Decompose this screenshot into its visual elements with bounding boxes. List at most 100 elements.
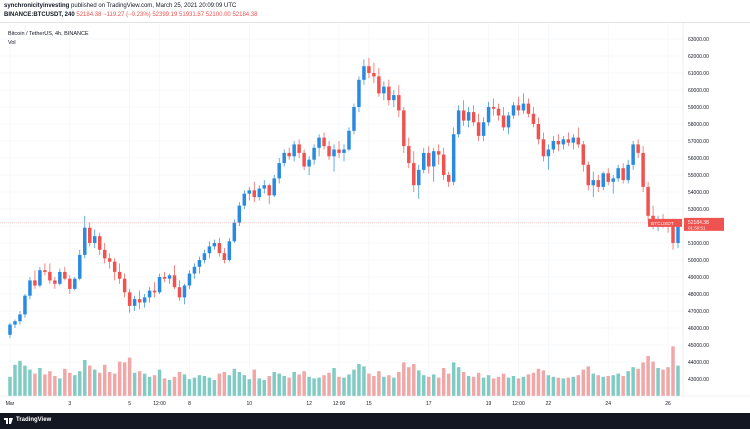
- candle-body[interactable]: [506, 115, 511, 128]
- candle-body[interactable]: [222, 253, 227, 260]
- candle-body[interactable]: [137, 299, 142, 303]
- candle-body[interactable]: [13, 321, 17, 325]
- candle-body[interactable]: [287, 152, 291, 157]
- candle-body[interactable]: [451, 134, 456, 182]
- candle-body[interactable]: [646, 186, 650, 216]
- candle-body[interactable]: [546, 149, 551, 157]
- candle-body[interactable]: [521, 103, 526, 111]
- candle-body[interactable]: [571, 137, 576, 143]
- candle-body[interactable]: [247, 190, 252, 194]
- candle-body[interactable]: [127, 292, 132, 306]
- price-chart[interactable]: 43000.00 44000.00 45000.00 46000.00 47000.00…: [0, 22, 750, 413]
- candle-body[interactable]: [471, 112, 476, 123]
- candle-body[interactable]: [307, 159, 311, 167]
- candle-body[interactable]: [252, 190, 257, 198]
- candle-body[interactable]: [377, 76, 381, 94]
- candle-body[interactable]: [352, 107, 356, 131]
- candle-body[interactable]: [586, 164, 591, 186]
- candle-body[interactable]: [207, 246, 212, 254]
- candle-body[interactable]: [192, 266, 197, 274]
- candle-body[interactable]: [282, 152, 286, 164]
- candle-body[interactable]: [427, 152, 431, 167]
- candle-body[interactable]: [262, 185, 266, 189]
- candle-body[interactable]: [342, 149, 346, 153]
- candle-body[interactable]: [112, 261, 117, 272]
- candle-body[interactable]: [23, 295, 27, 315]
- candle-body[interactable]: [97, 236, 102, 250]
- candle-body[interactable]: [257, 188, 261, 198]
- candle-body[interactable]: [88, 227, 92, 243]
- candle-body[interactable]: [122, 278, 127, 293]
- candle-body[interactable]: [441, 154, 446, 175]
- candle-body[interactable]: [596, 180, 600, 187]
- candle-body[interactable]: [456, 110, 461, 135]
- candle-body[interactable]: [417, 169, 421, 186]
- candle-body[interactable]: [157, 277, 162, 293]
- candle-body[interactable]: [18, 314, 22, 322]
- candle-body[interactable]: [412, 163, 416, 186]
- candle-body[interactable]: [33, 280, 37, 286]
- candle-body[interactable]: [202, 253, 207, 260]
- candle-body[interactable]: [382, 86, 386, 94]
- candle-body[interactable]: [481, 122, 486, 136]
- candle-body[interactable]: [636, 144, 640, 153]
- candle-body[interactable]: [476, 122, 481, 136]
- candle-body[interactable]: [591, 180, 595, 186]
- candle-body[interactable]: [511, 105, 516, 116]
- candle-body[interactable]: [566, 139, 571, 143]
- candle-body[interactable]: [312, 147, 316, 160]
- candle-body[interactable]: [531, 113, 536, 124]
- candle-body[interactable]: [292, 144, 296, 157]
- candle-body[interactable]: [38, 270, 42, 286]
- candle-body[interactable]: [407, 146, 411, 164]
- candle-body[interactable]: [297, 144, 301, 153]
- candle-body[interactable]: [227, 241, 232, 260]
- candle-body[interactable]: [347, 130, 351, 150]
- candle-body[interactable]: [606, 173, 610, 182]
- candle-body[interactable]: [147, 290, 152, 298]
- candle-body[interactable]: [676, 222, 680, 243]
- candle-body[interactable]: [322, 137, 326, 147]
- candle-body[interactable]: [327, 146, 331, 157]
- candle-body[interactable]: [28, 280, 32, 296]
- candle-body[interactable]: [626, 164, 630, 181]
- candle-body[interactable]: [516, 105, 521, 111]
- candle-body[interactable]: [466, 112, 471, 121]
- candle-body[interactable]: [8, 324, 12, 335]
- candle-body[interactable]: [436, 151, 441, 155]
- candle-body[interactable]: [242, 193, 247, 206]
- candle-body[interactable]: [332, 149, 336, 157]
- candle-body[interactable]: [58, 271, 62, 284]
- candle-body[interactable]: [372, 73, 376, 77]
- candle-body[interactable]: [237, 205, 242, 223]
- tradingview-logo-icon[interactable]: [4, 417, 13, 425]
- candle-body[interactable]: [232, 222, 237, 242]
- candle-body[interactable]: [53, 280, 57, 284]
- candle-body[interactable]: [217, 243, 222, 254]
- candle-body[interactable]: [68, 278, 72, 289]
- candle-body[interactable]: [367, 66, 371, 73]
- candle-body[interactable]: [536, 124, 541, 140]
- candle-body[interactable]: [431, 151, 436, 167]
- candle-body[interactable]: [581, 144, 586, 165]
- candle-body[interactable]: [172, 275, 177, 288]
- candle-body[interactable]: [83, 227, 87, 255]
- candle-body[interactable]: [212, 243, 217, 247]
- candle-body[interactable]: [117, 271, 122, 279]
- candle-body[interactable]: [357, 79, 361, 107]
- author-name[interactable]: synchronicityinvesting: [4, 3, 70, 9]
- candle-body[interactable]: [73, 278, 77, 289]
- candle-body[interactable]: [496, 108, 501, 116]
- candle-body[interactable]: [556, 141, 561, 145]
- candle-body[interactable]: [392, 95, 396, 101]
- candle-body[interactable]: [641, 152, 645, 187]
- candle-body[interactable]: [491, 107, 496, 109]
- footer-brand[interactable]: TradingView: [16, 417, 52, 423]
- candle-body[interactable]: [387, 86, 391, 101]
- candle-body[interactable]: [197, 260, 202, 267]
- candle-body[interactable]: [601, 173, 605, 187]
- candle-body[interactable]: [302, 152, 306, 167]
- candle-body[interactable]: [671, 226, 675, 243]
- candle-body[interactable]: [177, 287, 182, 298]
- candle-body[interactable]: [277, 163, 281, 179]
